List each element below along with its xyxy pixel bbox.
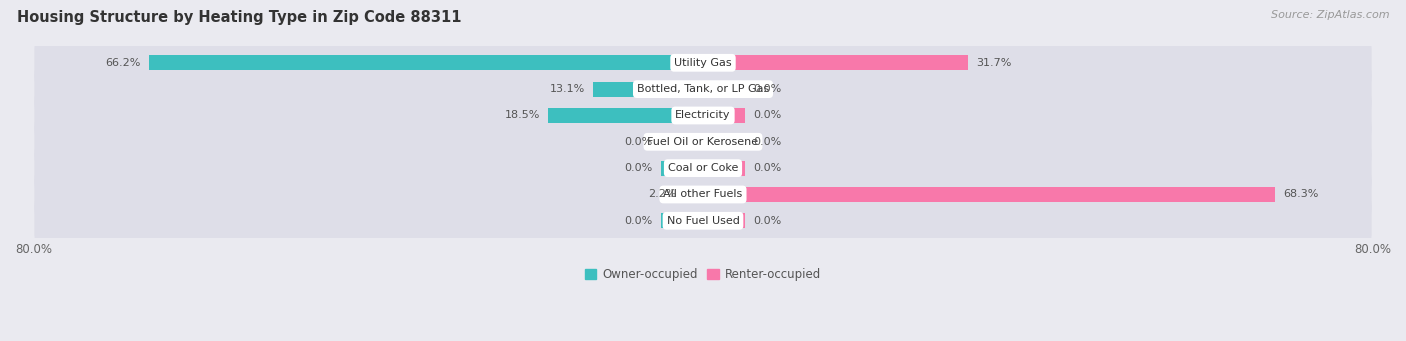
Bar <box>703 108 745 123</box>
Bar <box>685 187 703 202</box>
Text: Electricity: Electricity <box>675 110 731 120</box>
Text: All other Fuels: All other Fuels <box>664 190 742 199</box>
Text: 2.2%: 2.2% <box>648 190 676 199</box>
FancyBboxPatch shape <box>34 93 1372 138</box>
Text: 0.0%: 0.0% <box>754 84 782 94</box>
Text: 0.0%: 0.0% <box>624 216 652 226</box>
FancyBboxPatch shape <box>34 198 1372 243</box>
Bar <box>661 213 703 228</box>
Text: 0.0%: 0.0% <box>754 216 782 226</box>
Bar <box>703 134 745 149</box>
Bar <box>703 213 745 228</box>
Text: No Fuel Used: No Fuel Used <box>666 216 740 226</box>
Bar <box>149 55 703 71</box>
Bar <box>593 81 703 97</box>
Text: 0.0%: 0.0% <box>754 110 782 120</box>
Bar <box>703 187 1275 202</box>
Text: 68.3%: 68.3% <box>1282 190 1319 199</box>
Text: 13.1%: 13.1% <box>550 84 585 94</box>
Text: 0.0%: 0.0% <box>624 137 652 147</box>
Bar <box>661 161 703 176</box>
Text: Source: ZipAtlas.com: Source: ZipAtlas.com <box>1271 10 1389 20</box>
Text: 0.0%: 0.0% <box>754 137 782 147</box>
Bar <box>703 161 745 176</box>
Legend: Owner-occupied, Renter-occupied: Owner-occupied, Renter-occupied <box>579 263 827 286</box>
FancyBboxPatch shape <box>34 40 1372 86</box>
Text: 0.0%: 0.0% <box>624 163 652 173</box>
Text: Bottled, Tank, or LP Gas: Bottled, Tank, or LP Gas <box>637 84 769 94</box>
Bar <box>661 134 703 149</box>
Text: Housing Structure by Heating Type in Zip Code 88311: Housing Structure by Heating Type in Zip… <box>17 10 461 25</box>
Bar <box>548 108 703 123</box>
FancyBboxPatch shape <box>34 146 1372 191</box>
Bar <box>703 55 969 71</box>
Bar <box>703 81 745 97</box>
Text: Coal or Coke: Coal or Coke <box>668 163 738 173</box>
FancyBboxPatch shape <box>34 119 1372 164</box>
Text: 31.7%: 31.7% <box>977 58 1012 68</box>
Text: Fuel Oil or Kerosene: Fuel Oil or Kerosene <box>647 137 759 147</box>
Text: 18.5%: 18.5% <box>505 110 540 120</box>
Text: Utility Gas: Utility Gas <box>675 58 731 68</box>
Text: 0.0%: 0.0% <box>754 163 782 173</box>
FancyBboxPatch shape <box>34 172 1372 217</box>
Text: 66.2%: 66.2% <box>105 58 141 68</box>
FancyBboxPatch shape <box>34 66 1372 112</box>
